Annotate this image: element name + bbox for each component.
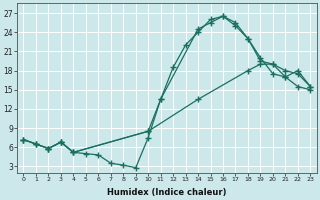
X-axis label: Humidex (Indice chaleur): Humidex (Indice chaleur) (107, 188, 227, 197)
